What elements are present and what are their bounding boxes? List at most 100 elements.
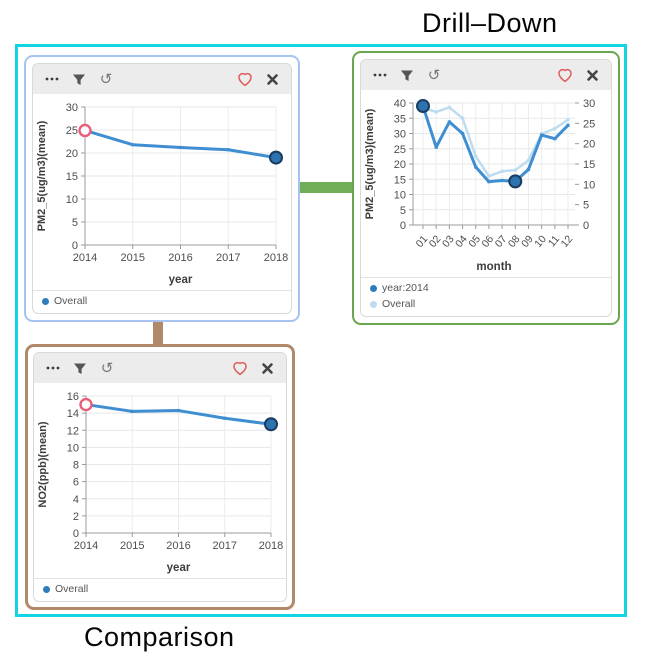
svg-text:16: 16	[67, 391, 79, 403]
more-options-button[interactable]	[43, 71, 61, 87]
favorite-button[interactable]	[231, 360, 249, 376]
svg-text:PM2_5(ug/m3)(mean): PM2_5(ug/m3)(mean)	[364, 108, 376, 219]
close-icon	[261, 362, 273, 374]
svg-text:8: 8	[73, 460, 79, 472]
legend-item[interactable]: Overall	[42, 295, 282, 308]
svg-text:5: 5	[400, 205, 406, 217]
svg-text:0: 0	[400, 220, 406, 232]
svg-text:4: 4	[73, 494, 79, 506]
close-icon	[266, 73, 278, 85]
filter-button[interactable]	[398, 67, 416, 83]
panel-toolbar: ↺	[361, 60, 611, 90]
filter-button[interactable]	[71, 360, 89, 376]
favorite-button[interactable]	[236, 71, 254, 87]
comparison-chart[interactable]: 0 2 4 6 8 10 12 14 16 2014 2015 2016 2017 2018 NO2(ppb…	[34, 383, 286, 578]
drilldown-chart[interactable]: 0 5 10 15 20 25 30 35 40 0 5 10 15 20 25 30 01 02 03 04 05 06…	[361, 90, 611, 277]
undo-icon: ↺	[99, 70, 113, 88]
toolbar-left-group: ↺	[43, 71, 115, 87]
legend-dot	[43, 586, 50, 593]
focus-chart[interactable]: 0 5 10 15 20 25 30 2014 2015 2016 2017 2018 PM2_5(ug…	[33, 94, 291, 290]
svg-text:NO2(ppb)(mean): NO2(ppb)(mean)	[37, 421, 49, 508]
toolbar-right-group	[236, 71, 281, 87]
more-options-button[interactable]	[371, 67, 389, 83]
legend-label: Overall	[54, 295, 88, 307]
undo-button[interactable]: ↺	[97, 71, 115, 87]
svg-text:10: 10	[394, 190, 406, 202]
svg-text:20: 20	[583, 139, 595, 151]
toolbar-left-group: ↺	[371, 67, 443, 83]
svg-text:30: 30	[394, 129, 406, 141]
filter-button[interactable]	[70, 71, 88, 87]
panel-toolbar: ↺	[33, 64, 291, 94]
toolbar-right-group	[231, 360, 276, 376]
chart-legend: year:2014 Overall	[361, 277, 611, 316]
svg-text:5: 5	[72, 217, 78, 229]
svg-text:0: 0	[72, 240, 78, 252]
heart-icon	[238, 72, 252, 86]
svg-text:0: 0	[73, 528, 79, 540]
undo-button[interactable]: ↺	[425, 67, 443, 83]
svg-text:PM2_5(ug/m3)(mean): PM2_5(ug/m3)(mean)	[36, 120, 48, 231]
close-button[interactable]	[583, 67, 601, 83]
drilldown-caption: Drill–Down	[422, 8, 558, 38]
svg-text:2015: 2015	[120, 540, 144, 552]
chart-card: ↺ 0 2 4 6 8 10 12 14 16 2014 2015 2016 2017 2018 NO2(p…	[33, 352, 287, 602]
more-options-button[interactable]	[44, 360, 62, 376]
favorite-button[interactable]	[556, 67, 574, 83]
svg-text:2017: 2017	[213, 540, 237, 552]
legend-item[interactable]: Overall	[43, 583, 277, 596]
svg-text:10: 10	[583, 179, 595, 191]
close-button[interactable]	[258, 360, 276, 376]
selection-frame	[15, 44, 627, 617]
svg-text:10: 10	[66, 194, 78, 206]
heart-icon	[558, 68, 572, 82]
close-icon	[586, 69, 598, 81]
chart-legend: Overall	[34, 578, 286, 601]
comparison-caption: Comparison	[84, 622, 235, 652]
ellipsis-icon	[45, 77, 59, 81]
svg-text:20: 20	[394, 159, 406, 171]
svg-text:10: 10	[67, 442, 79, 454]
legend-item[interactable]: Overall	[370, 298, 602, 311]
svg-text:2018: 2018	[259, 540, 283, 552]
svg-text:12: 12	[67, 425, 79, 437]
svg-text:25: 25	[583, 118, 595, 130]
svg-text:5: 5	[583, 200, 589, 212]
legend-item[interactable]: year:2014	[370, 282, 602, 295]
svg-text:month: month	[476, 261, 511, 273]
comparison-chart-panel: ↺ 0 2 4 6 8 10 12 14 16 2014 2015 2016 2017 2018 NO2(p…	[25, 344, 295, 610]
legend-dot	[370, 285, 377, 292]
svg-text:2018: 2018	[264, 252, 288, 264]
heart-icon	[233, 361, 247, 375]
legend-label: year:2014	[382, 282, 429, 294]
chart-card: ↺ 0 5 10 15 20 25 30 2014 2015 2016 2017 2018 PM2_5(…	[32, 63, 292, 314]
undo-icon: ↺	[427, 66, 441, 84]
toolbar-left-group: ↺	[44, 360, 116, 376]
comparison-link-connector	[153, 322, 163, 344]
svg-text:2014: 2014	[74, 540, 98, 552]
drilldown-chart-panel: ↺ 0 5 10 15 20 25 30 35 40 0 5 10 15 20 25 30 01 02 03 04 05…	[352, 51, 620, 325]
svg-text:35: 35	[394, 113, 406, 125]
filter-icon	[74, 363, 86, 374]
legend-label: Overall	[382, 298, 416, 310]
undo-button[interactable]: ↺	[98, 360, 116, 376]
svg-text:14: 14	[67, 408, 79, 420]
svg-text:year: year	[169, 274, 193, 286]
svg-text:15: 15	[66, 171, 78, 183]
ellipsis-icon	[46, 366, 60, 370]
svg-text:year: year	[167, 562, 191, 574]
close-button[interactable]	[263, 71, 281, 87]
svg-text:2017: 2017	[216, 252, 240, 264]
svg-text:15: 15	[583, 159, 595, 171]
toolbar-right-group	[556, 67, 601, 83]
legend-label: Overall	[55, 583, 89, 595]
chart-legend: Overall	[33, 290, 291, 313]
chart-card: ↺ 0 5 10 15 20 25 30 35 40 0 5 10 15 20 25 30 01 02 03 04 05…	[360, 59, 612, 317]
undo-icon: ↺	[100, 359, 114, 377]
filter-icon	[401, 70, 413, 81]
panel-toolbar: ↺	[34, 353, 286, 383]
svg-text:30: 30	[583, 98, 595, 110]
svg-text:25: 25	[66, 125, 78, 137]
drilldown-link-connector	[300, 182, 352, 193]
focus-chart-panel: ↺ 0 5 10 15 20 25 30 2014 2015 2016 2017 2018 PM2_5(…	[24, 55, 300, 322]
